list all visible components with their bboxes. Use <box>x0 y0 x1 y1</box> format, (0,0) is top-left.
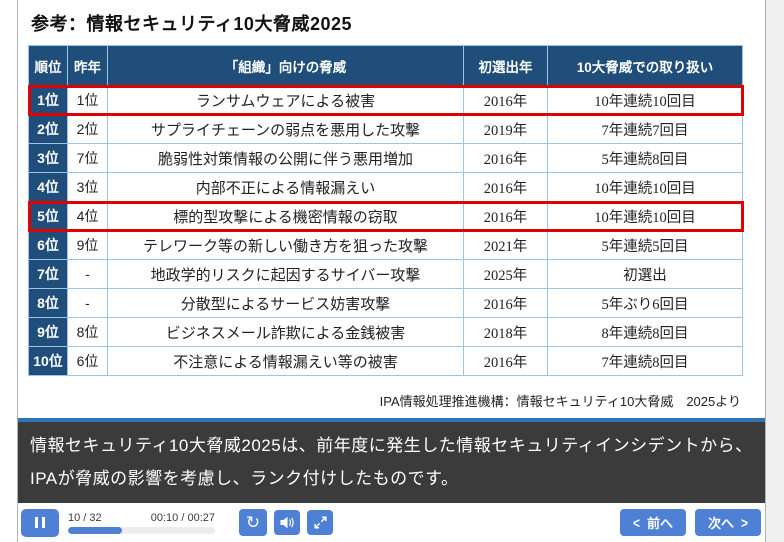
media-buttons: ↻ <box>239 509 333 536</box>
table-row: 4位 3位 内部不正による情報漏えい 2016年 10年連続10回目 <box>28 172 743 202</box>
treatment-cell: 5年連続8回目 <box>547 143 743 173</box>
threat-cell: 内部不正による情報漏えい <box>107 172 464 202</box>
threat-table-body: 1位 1位 ランサムウェアによる被害 2016年 10年連続10回目 2位 2位… <box>27 84 744 376</box>
table-row: 2位 2位 サプライチェーンの弱点を悪用した攻撃 2019年 7年連続7回目 <box>28 114 743 144</box>
rank-cell: 1位 <box>28 85 68 115</box>
pause-icon <box>35 517 38 528</box>
table-row: 8位 - 分散型によるサービス妨害攻撃 2016年 5年ぶり6回目 <box>28 288 743 318</box>
divider-bar <box>18 418 765 422</box>
table-row: 3位 7位 脆弱性対策情報の公開に伴う悪用増加 2016年 5年連続8回目 <box>28 143 743 173</box>
slide-area: 参考：情報セキュリティ10大脅威2025 順位 昨年 「組織」向けの脅威 初選出… <box>18 0 765 418</box>
threat-cell: 不注意による情報漏えい等の被害 <box>107 346 464 376</box>
col-header-last-year: 昨年 <box>67 45 108 86</box>
fullscreen-icon <box>313 516 327 529</box>
right-margin <box>766 0 784 542</box>
slide-counter: 10 / 32 <box>68 511 102 524</box>
threat-cell: 分散型によるサービス妨害攻撃 <box>107 288 464 318</box>
threat-cell: 標的型攻撃による機密情報の窃取 <box>107 201 464 231</box>
threat-cell: 地政学的リスクに起因するサイバー攻撃 <box>107 259 464 289</box>
table-row: 7位 - 地政学的リスクに起因するサイバー攻撃 2025年 初選出 <box>28 259 743 289</box>
first-year-cell: 2025年 <box>463 259 548 289</box>
progress-fill <box>68 526 123 534</box>
nav-buttons: < 前へ 次へ > <box>619 509 761 536</box>
treatment-cell: 5年ぶり6回目 <box>547 288 743 318</box>
first-year-cell: 2016年 <box>463 201 548 231</box>
rank-cell: 10位 <box>28 346 68 376</box>
last-year-cell: 4位 <box>67 201 108 231</box>
last-year-cell: 2位 <box>67 114 108 144</box>
player-frame: 参考：情報セキュリティ10大脅威2025 順位 昨年 「組織」向けの脅威 初選出… <box>17 0 766 542</box>
rank-cell: 2位 <box>28 114 68 144</box>
threat-table: 順位 昨年 「組織」向けの脅威 初選出年 10大脅威での取り扱い 1位 1位 ラ… <box>27 45 744 376</box>
player-controls: 10 / 32 00:10 / 00:27 ↻ <box>18 503 765 542</box>
first-year-cell: 2016年 <box>463 85 548 115</box>
table-row: 10位 6位 不注意による情報漏えい等の被害 2016年 7年連続8回目 <box>28 346 743 376</box>
chevron-left-icon: < <box>632 514 640 531</box>
col-header-rank: 順位 <box>28 45 68 86</box>
treatment-cell: 7年連続8回目 <box>547 346 743 376</box>
table-row: 5位 4位 標的型攻撃による機密情報の窃取 2016年 10年連続10回目 <box>27 200 744 232</box>
col-header-first-year: 初選出年 <box>463 45 548 86</box>
rank-cell: 8位 <box>28 288 68 318</box>
last-year-cell: - <box>67 259 108 289</box>
prev-button[interactable]: < 前へ <box>619 509 686 536</box>
replay-button[interactable]: ↻ <box>239 509 267 536</box>
last-year-cell: 8位 <box>67 317 108 347</box>
last-year-cell: 6位 <box>67 346 108 376</box>
fullscreen-button[interactable] <box>307 510 333 535</box>
threat-cell: サプライチェーンの弱点を悪用した攻撃 <box>107 114 464 144</box>
narration-caption: 情報セキュリティ10大脅威2025は、前年度に発生した情報セキュリティインシデン… <box>18 422 765 503</box>
threat-cell: ランサムウェアによる被害 <box>107 85 464 115</box>
first-year-cell: 2016年 <box>463 288 548 318</box>
threat-cell: ビジネスメール詐欺による金銭被害 <box>107 317 464 347</box>
threat-cell: 脆弱性対策情報の公開に伴う悪用増加 <box>107 143 464 173</box>
treatment-cell: 10年連続10回目 <box>547 172 743 202</box>
next-button[interactable]: 次へ > <box>694 509 761 536</box>
rank-cell: 7位 <box>28 259 68 289</box>
first-year-cell: 2016年 <box>463 346 548 376</box>
rank-cell: 9位 <box>28 317 68 347</box>
treatment-cell: 8年連続8回目 <box>547 317 743 347</box>
first-year-cell: 2019年 <box>463 114 548 144</box>
col-header-treatment: 10大脅威での取り扱い <box>547 45 743 86</box>
first-year-cell: 2016年 <box>463 172 548 202</box>
volume-button[interactable] <box>274 510 300 535</box>
volume-icon <box>280 516 294 529</box>
last-year-cell: 1位 <box>67 85 108 115</box>
first-year-cell: 2021年 <box>463 230 548 260</box>
threat-cell: テレワーク等の新しい働き方を狙った攻撃 <box>107 230 464 260</box>
table-row: 9位 8位 ビジネスメール詐欺による金銭被害 2018年 8年連続8回目 <box>28 317 743 347</box>
source-credit: IPA情報処理推進機構：情報セキュリティ10大脅威 2025より <box>379 394 741 409</box>
slide-title: 参考：情報セキュリティ10大脅威2025 <box>31 14 352 34</box>
table-row: 1位 1位 ランサムウェアによる被害 2016年 10年連続10回目 <box>27 84 744 116</box>
progress-block: 10 / 32 00:10 / 00:27 <box>68 512 215 534</box>
progress-bar[interactable] <box>68 526 215 534</box>
last-year-cell: - <box>67 288 108 318</box>
last-year-cell: 3位 <box>67 172 108 202</box>
first-year-cell: 2016年 <box>463 143 548 173</box>
first-year-cell: 2018年 <box>463 317 548 347</box>
treatment-cell: 10年連続10回目 <box>547 85 743 115</box>
treatment-cell: 5年連続5回目 <box>547 230 743 260</box>
next-button-label: 次へ <box>707 516 734 531</box>
time-display: 00:10 / 00:27 <box>150 511 215 524</box>
rank-cell: 4位 <box>28 172 68 202</box>
prev-button-label: 前へ <box>646 516 673 531</box>
rank-cell: 5位 <box>28 201 68 231</box>
treatment-cell: 7年連続7回目 <box>547 114 743 144</box>
rank-cell: 6位 <box>28 230 68 260</box>
treatment-cell: 初選出 <box>547 259 743 289</box>
last-year-cell: 7位 <box>67 143 108 173</box>
replay-icon: ↻ <box>245 513 261 532</box>
table-row: 6位 9位 テレワーク等の新しい働き方を狙った攻撃 2021年 5年連続5回目 <box>28 230 743 260</box>
treatment-cell: 10年連続10回目 <box>547 201 743 231</box>
rank-cell: 3位 <box>28 143 68 173</box>
chevron-right-icon: > <box>740 514 748 531</box>
pause-button[interactable] <box>21 508 59 537</box>
last-year-cell: 9位 <box>67 230 108 260</box>
table-header-row: 順位 昨年 「組織」向けの脅威 初選出年 10大脅威での取り扱い <box>28 45 743 86</box>
col-header-threat: 「組織」向けの脅威 <box>107 45 464 86</box>
